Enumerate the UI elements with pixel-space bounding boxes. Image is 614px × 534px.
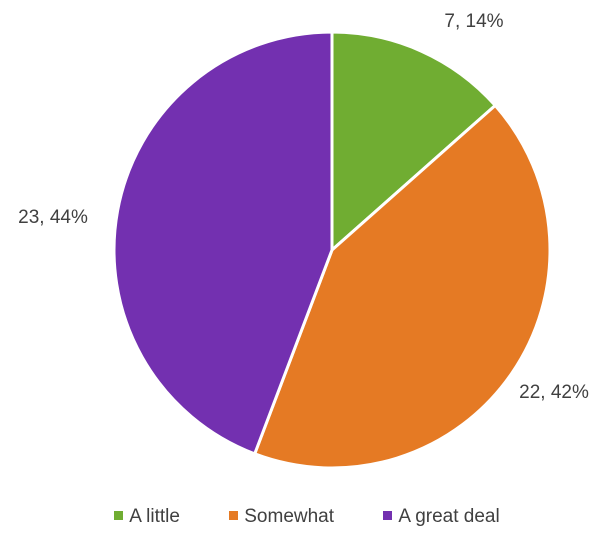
- legend-item-a-great-deal: A great deal: [383, 506, 500, 528]
- pie-slices: [112, 30, 552, 470]
- legend-swatch-a-great-deal: [383, 511, 393, 520]
- legend-label-a-little: A little: [129, 506, 180, 527]
- legend-item-somewhat: Somewhat: [229, 506, 334, 528]
- data-label-a-great-deal: 23, 44%: [18, 207, 88, 228]
- legend-item-a-little: A little: [114, 506, 180, 528]
- data-label-a-little: 7, 14%: [444, 11, 503, 32]
- pie-slice-a-great-deal: [112, 30, 334, 456]
- legend-label-somewhat: Somewhat: [244, 506, 335, 527]
- legend-swatch-somewhat: [229, 511, 239, 520]
- data-label-somewhat: 22, 42%: [519, 382, 589, 403]
- pie-slice-somewhat: [253, 103, 552, 470]
- legend-swatch-a-little: [114, 511, 124, 520]
- chart-legend: A little Somewhat A great deal: [0, 506, 614, 528]
- pie-slice-a-little: [330, 30, 497, 252]
- legend-label-a-great-deal: A great deal: [398, 506, 500, 527]
